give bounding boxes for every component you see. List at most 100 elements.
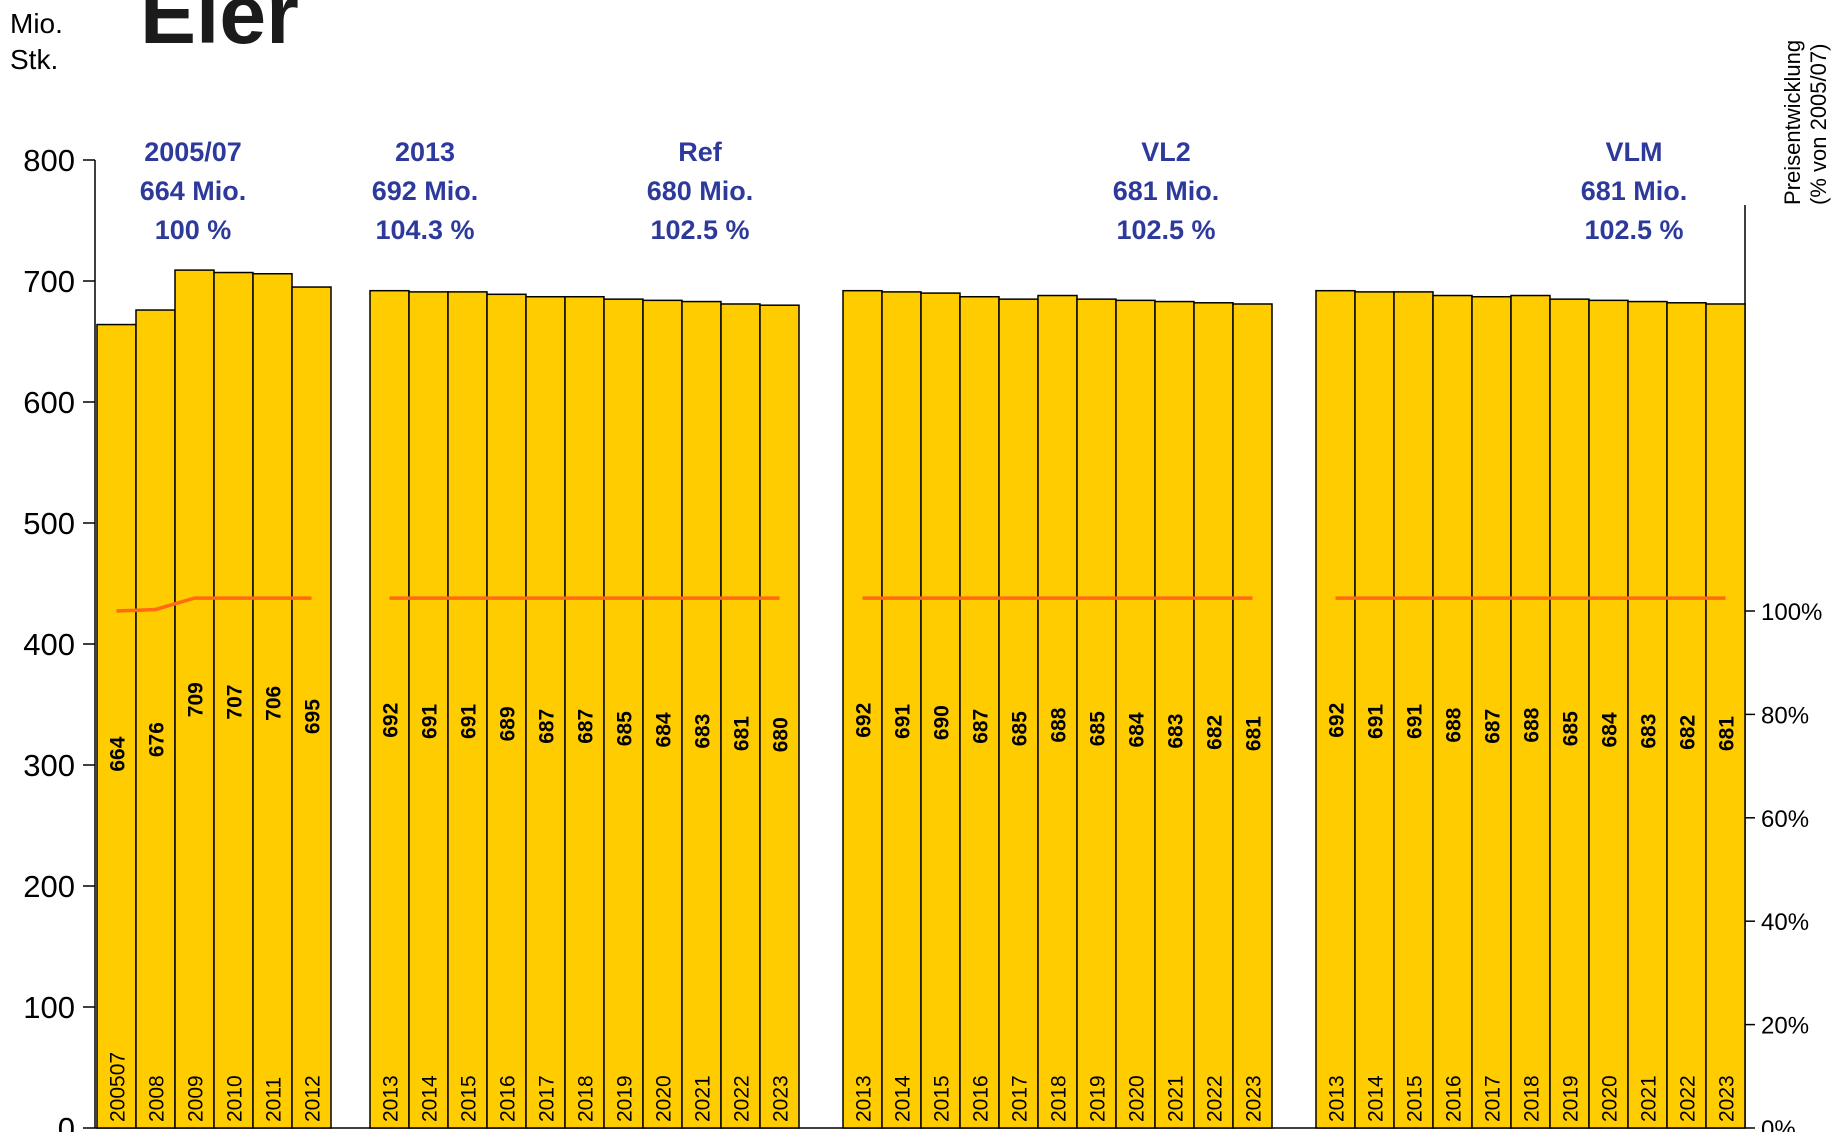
bar-value-label: 689 (497, 706, 520, 741)
price-line (116, 596, 312, 613)
bar-value-label: 684 (1599, 712, 1622, 747)
y-tick-label: 0 (58, 1111, 75, 1132)
bar-value-label: 691 (1365, 704, 1388, 739)
bar-value-label: 688 (1048, 707, 1071, 742)
bar-value-label: 685 (1009, 711, 1032, 746)
bar (135, 309, 176, 1129)
bar (525, 295, 566, 1129)
bar-value-label: 680 (770, 717, 793, 752)
bar (720, 303, 761, 1129)
y-tick-label: 400 (23, 627, 75, 662)
bar (1549, 298, 1590, 1129)
bar-value-label: 683 (692, 714, 715, 749)
category-label: 2016 (970, 1075, 993, 1122)
bar-value-label: 687 (536, 709, 559, 744)
group-header-label: 100 % (155, 215, 232, 245)
bar-value-label: 681 (731, 716, 754, 751)
bar-value-label: 685 (1087, 711, 1110, 746)
y-axis-unit-line-2: Stk. (10, 44, 59, 75)
category-label: 2013 (853, 1075, 876, 1122)
bar (642, 299, 683, 1129)
bar (1471, 295, 1512, 1129)
bar-value-label: 681 (1716, 716, 1739, 751)
group-header-label: 692 Mio. (372, 176, 479, 206)
bar (1037, 294, 1078, 1129)
y2-axis-title: Preisentwicklung (1780, 40, 1805, 205)
bar-value-label: 691 (458, 704, 481, 739)
group-header-label: 681 Mio. (1113, 176, 1220, 206)
bar-value-label: 685 (614, 711, 637, 746)
bar (564, 295, 605, 1129)
y-tick-label: 600 (23, 385, 75, 420)
bar (759, 304, 800, 1129)
category-label: 2018 (1048, 1075, 1071, 1122)
group-header-label: 104.3 % (375, 215, 474, 245)
bar (1510, 294, 1551, 1129)
bar-value-label: 681 (1243, 716, 1266, 751)
y2-tick-label: 40% (1761, 909, 1809, 936)
category-label: 2013 (1326, 1075, 1349, 1122)
category-label: 2022 (1204, 1075, 1227, 1122)
category-label: 2022 (731, 1075, 754, 1122)
bar (291, 286, 332, 1129)
category-label: 2020 (653, 1075, 676, 1122)
bar (1354, 291, 1395, 1129)
category-label: 2017 (536, 1075, 559, 1122)
category-label: 2017 (1009, 1075, 1032, 1122)
bar (486, 293, 527, 1129)
group-header-label: 680 Mio. (647, 176, 754, 206)
bar (1666, 302, 1707, 1129)
bar-value-label: 690 (931, 705, 954, 740)
bar-value-label: 688 (1521, 707, 1544, 742)
bar-value-label: 687 (1482, 709, 1505, 744)
category-label: 2019 (1560, 1075, 1583, 1122)
bar (920, 292, 961, 1129)
bar (1076, 298, 1117, 1129)
group-header-label: 102.5 % (650, 215, 749, 245)
bar (1393, 291, 1434, 1129)
bar (603, 298, 644, 1129)
y2-tick-label: 100% (1761, 599, 1822, 626)
chart-title: Eier (140, 0, 299, 61)
bar (1588, 299, 1629, 1129)
group-header-label: VL2 (1141, 137, 1191, 167)
bar (998, 298, 1039, 1129)
bar-value-label: 687 (575, 709, 598, 744)
category-label: 2014 (892, 1075, 915, 1122)
category-label: 2011 (263, 1077, 286, 1122)
group-header-label: 2013 (395, 137, 455, 167)
y2-tick-label: 80% (1761, 702, 1809, 729)
bar (959, 295, 1000, 1129)
category-label: 2015 (1404, 1075, 1427, 1122)
bar-value-label: 683 (1165, 714, 1188, 749)
y-tick-label: 800 (23, 143, 75, 178)
bar-value-label: 692 (1326, 703, 1349, 738)
category-label: 2009 (185, 1075, 208, 1122)
bar (1705, 303, 1746, 1129)
bar-value-label: 687 (970, 709, 993, 744)
bar-value-label: 684 (653, 712, 676, 747)
category-label: 2021 (692, 1075, 715, 1122)
category-label: 2008 (146, 1075, 169, 1122)
bar (1232, 303, 1273, 1129)
group-header-label: VLM (1606, 137, 1663, 167)
category-label: 2023 (1716, 1075, 1739, 1122)
category-label: 2021 (1638, 1075, 1661, 1122)
category-label: 2019 (1087, 1075, 1110, 1122)
group-header-label: Ref (678, 137, 723, 167)
category-label: 2015 (458, 1075, 481, 1122)
category-label: 2015 (931, 1075, 954, 1122)
bar-value-label: 664 (107, 736, 130, 771)
bar-value-label: 683 (1638, 714, 1661, 749)
category-label: 2023 (770, 1075, 793, 1122)
bar-value-label: 691 (892, 704, 915, 739)
y2-tick-label: 60% (1761, 806, 1809, 833)
y-tick-label: 500 (23, 506, 75, 541)
y-tick-label: 100 (23, 990, 75, 1025)
bar (1315, 289, 1356, 1129)
group-header-label: 102.5 % (1584, 215, 1683, 245)
category-label: 2013 (380, 1075, 403, 1122)
bar-value-label: 707 (224, 685, 247, 720)
category-label: 2020 (1126, 1075, 1149, 1122)
